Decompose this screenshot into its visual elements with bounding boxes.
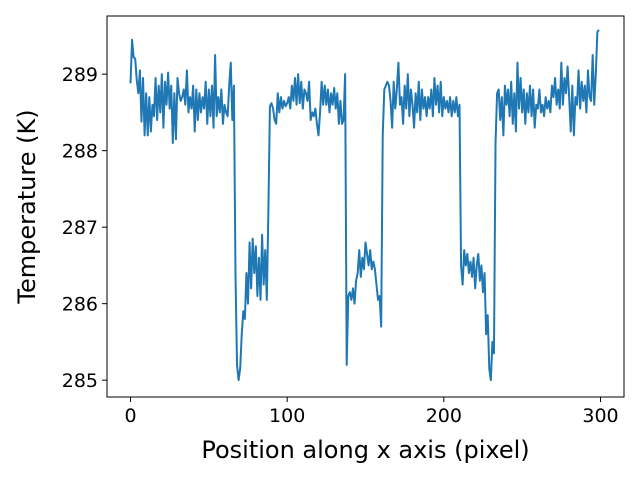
y-tick-label: 289 <box>62 64 98 86</box>
y-tick-label: 288 <box>62 141 98 163</box>
x-tick-label: 200 <box>426 405 462 427</box>
plot-area <box>129 29 600 382</box>
x-axis-label: Position along x axis (pixel) <box>201 436 529 464</box>
axes-frame <box>106 15 625 398</box>
x-tick-label: 100 <box>269 405 305 427</box>
y-tick-label: 285 <box>62 370 98 392</box>
temperature-series-line <box>129 29 600 382</box>
x-tick-label: 300 <box>582 405 618 427</box>
y-axis-label: Temperature (K) <box>13 109 41 304</box>
axis-ticks: 0 100 200 300 285 286 287 288 289 <box>62 64 619 427</box>
y-tick-label: 286 <box>62 294 98 316</box>
x-tick-label: 0 <box>124 405 136 427</box>
y-tick-label: 287 <box>62 217 98 239</box>
